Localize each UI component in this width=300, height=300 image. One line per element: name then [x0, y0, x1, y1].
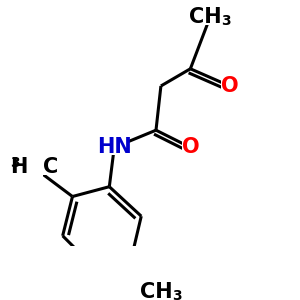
Text: C: C — [43, 157, 58, 177]
Text: O: O — [182, 137, 199, 158]
Text: 3: 3 — [10, 156, 20, 170]
Text: HN: HN — [97, 137, 132, 158]
Text: CH: CH — [140, 282, 172, 300]
Bar — [195, 9, 225, 25]
Bar — [14, 159, 53, 175]
Bar — [221, 78, 238, 94]
Text: 3: 3 — [172, 289, 182, 300]
Text: O: O — [221, 76, 238, 96]
Bar — [102, 140, 127, 155]
Text: H: H — [10, 157, 27, 177]
Text: CH: CH — [189, 7, 221, 27]
Bar — [146, 284, 176, 300]
Bar — [182, 140, 199, 155]
Text: 3: 3 — [221, 14, 231, 28]
